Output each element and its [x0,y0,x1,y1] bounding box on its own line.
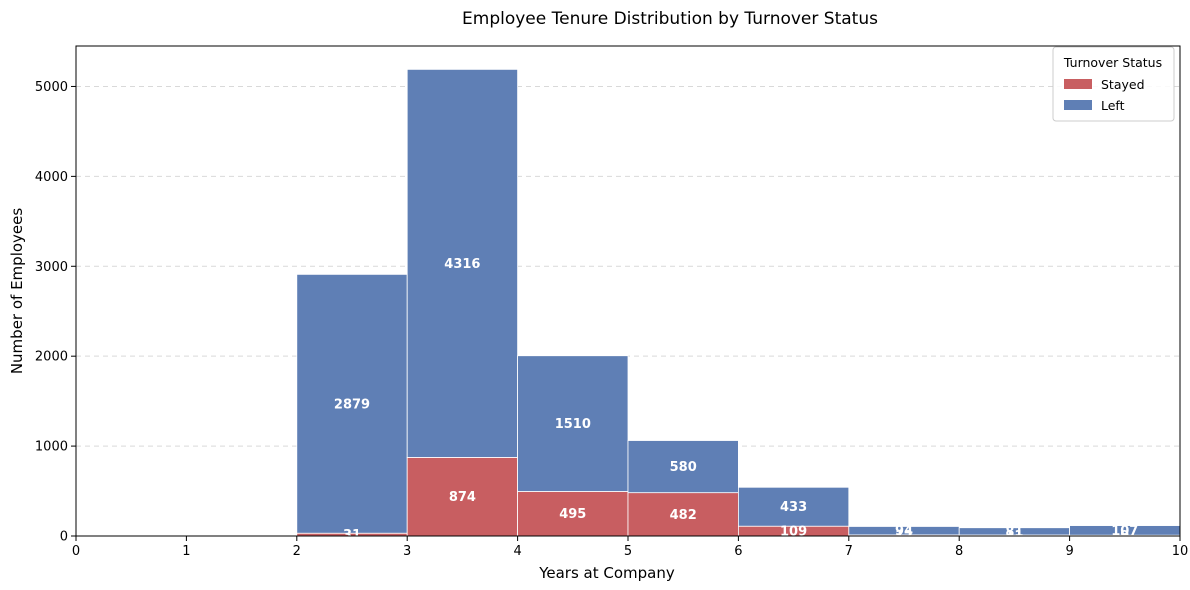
y-tick-label: 4000 [35,170,68,185]
x-tick-label: 6 [734,544,742,559]
bar-label-stayed: 9 [1120,529,1129,544]
bar-stayed [406,457,519,537]
bar-left [517,355,629,492]
x-tick-label: 9 [1065,544,1073,559]
x-tick-label: 3 [403,544,411,559]
legend-swatch-stayed [1064,79,1092,89]
legend-label-left: Left [1101,98,1125,113]
x-tick-label: 8 [955,544,963,559]
bar-left [738,486,850,527]
x-tick-label: 2 [293,544,301,559]
bar-label-left: 433 [780,500,807,515]
bar-label-stayed: 109 [780,525,807,540]
bar-stayed [517,491,629,537]
x-axis: 0 1 2 3 4 5 6 7 8 9 10 [72,536,1188,559]
bar-left [406,68,519,458]
y-axis-title: Number of Employees [8,208,26,375]
y-tick-label: 0 [60,530,68,545]
x-tick-label: 4 [513,544,521,559]
x-tick-label: 5 [624,544,632,559]
legend: Turnover Status Stayed Left [1052,46,1175,122]
bar-left [627,440,739,494]
x-axis-title: Years at Company [538,564,675,582]
bar-stayed [627,492,739,537]
y-axis: 0 1000 2000 3000 4000 5000 [35,80,76,545]
legend-swatch-left [1064,100,1092,110]
bar-label-stayed: 874 [449,490,476,505]
bar-label-stayed: 11 [1005,529,1023,544]
bar-label-left: 1510 [555,417,591,432]
x-tick-label: 0 [72,544,80,559]
legend-label-stayed: Stayed [1101,77,1145,92]
y-tick-label: 3000 [35,260,68,275]
y-tick-label: 2000 [35,350,68,365]
x-tick-label: 10 [1172,544,1189,559]
bar-label-stayed: 482 [670,508,697,523]
grid-lines [76,85,1180,447]
bar-label-left: 94 [895,524,913,539]
chart-title: Employee Tenure Distribution by Turnover… [462,9,878,29]
x-tick-label: 1 [182,544,190,559]
bar-label-stayed: 495 [559,507,586,522]
bar-label-left: 4316 [444,257,480,272]
bar-left [296,273,408,534]
bar-label-left: 81 [1005,525,1023,540]
legend-title: Turnover Status [1063,55,1162,70]
bar-label-left: 107 [1111,524,1138,539]
x-tick-label: 7 [845,544,853,559]
y-tick-label: 1000 [35,440,68,455]
bars [296,68,1181,537]
bar-label-left: 2879 [334,397,370,412]
y-tick-label: 5000 [35,80,68,95]
bar-label-left: 580 [670,460,697,475]
